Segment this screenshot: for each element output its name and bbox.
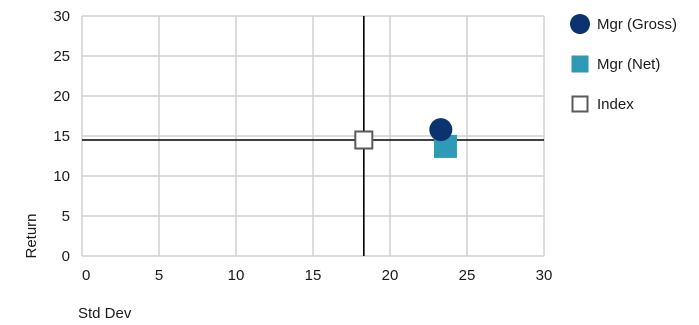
x-tick-label: 10 xyxy=(228,267,245,284)
x-tick-label: 15 xyxy=(305,267,322,284)
data-point xyxy=(429,118,453,142)
legend: Mgr (Gross) Mgr (Net) Index xyxy=(570,14,677,113)
legend-marker xyxy=(571,95,589,113)
y-tick-label: 25 xyxy=(53,48,70,65)
y-tick-label: 20 xyxy=(53,88,70,105)
tick-labels: 0 5 10 15 20 25 30 0 5 10 15 20 25 30 xyxy=(53,8,552,284)
data-point xyxy=(354,130,374,150)
x-axis-title: Std Dev xyxy=(78,305,132,322)
y-tick-label: 30 xyxy=(53,8,70,25)
legend-marker xyxy=(570,14,590,34)
x-tick-label: 30 xyxy=(536,267,553,284)
legend-label: Mgr (Net) xyxy=(597,56,660,73)
x-tick-label: 5 xyxy=(155,267,163,284)
y-tick-label: 0 xyxy=(62,248,70,265)
y-tick-label: 10 xyxy=(53,168,70,185)
data-points xyxy=(354,118,457,158)
y-tick-label: 15 xyxy=(53,128,70,145)
legend-label: Index xyxy=(597,96,634,113)
legend-label: Mgr (Gross) xyxy=(597,16,677,33)
y-tick-label: 5 xyxy=(62,208,70,225)
legend-marker xyxy=(571,55,589,73)
x-tick-label: 20 xyxy=(382,267,399,284)
x-tick-label: 25 xyxy=(459,267,476,284)
grid-layer xyxy=(81,15,545,257)
x-tick-label: 0 xyxy=(82,267,90,284)
y-axis-title: Return xyxy=(23,213,40,258)
